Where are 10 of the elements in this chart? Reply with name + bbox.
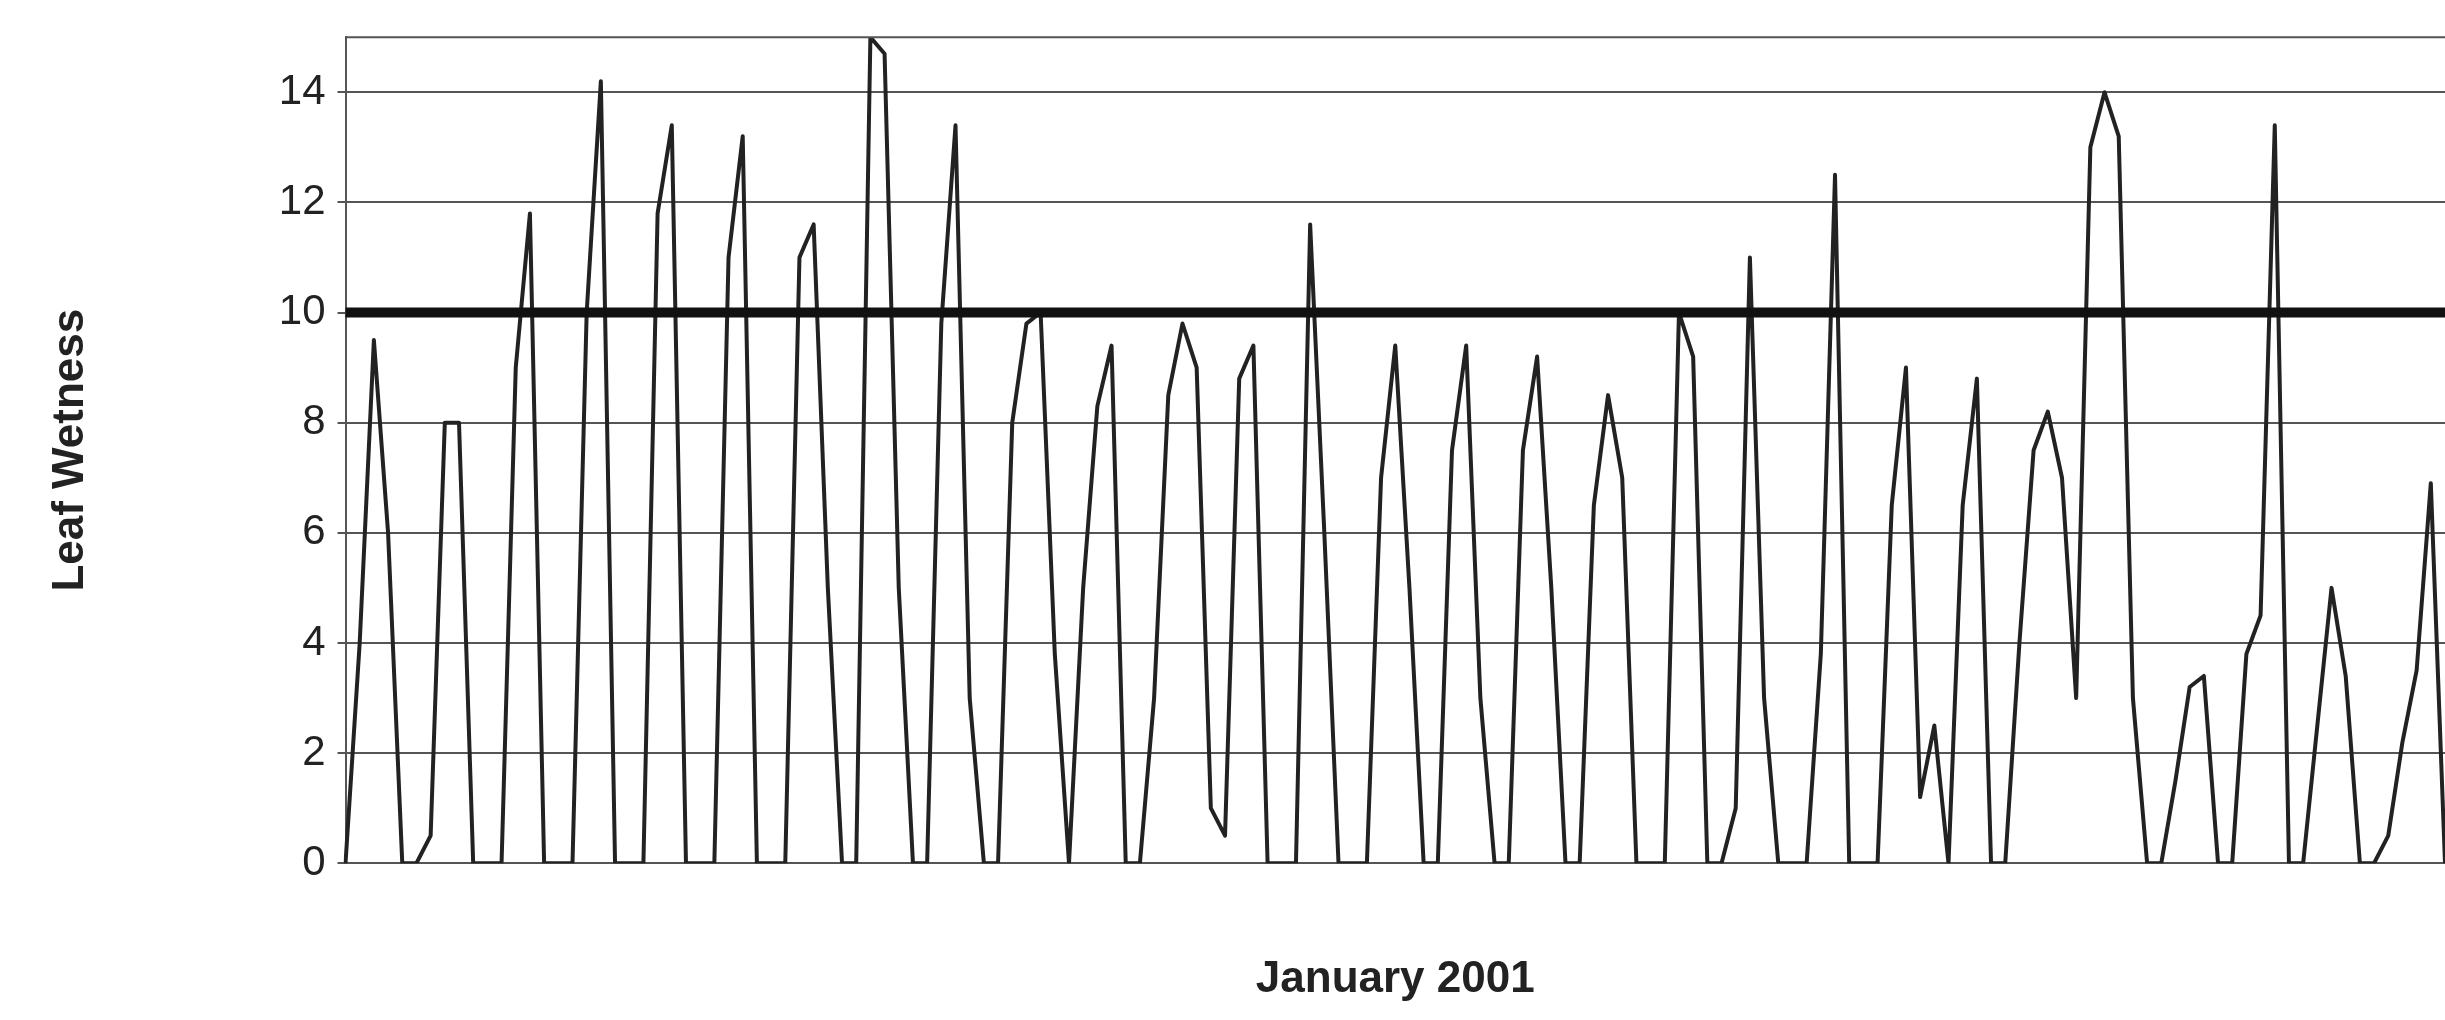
x-axis-title: January 2001 (1255, 951, 1535, 1001)
y-tick-label: 14 (278, 65, 326, 113)
y-tick-label: 2 (302, 726, 326, 774)
y-tick-label: 4 (302, 616, 326, 664)
y-tick-label: 10 (278, 286, 326, 334)
y-tick-label: 12 (278, 175, 326, 223)
y-tick-label: 0 (302, 836, 326, 884)
y-tick-label: 6 (302, 506, 326, 554)
y-tick-label: 8 (302, 396, 326, 444)
y-axis-title: Leaf Wetness (42, 308, 92, 592)
